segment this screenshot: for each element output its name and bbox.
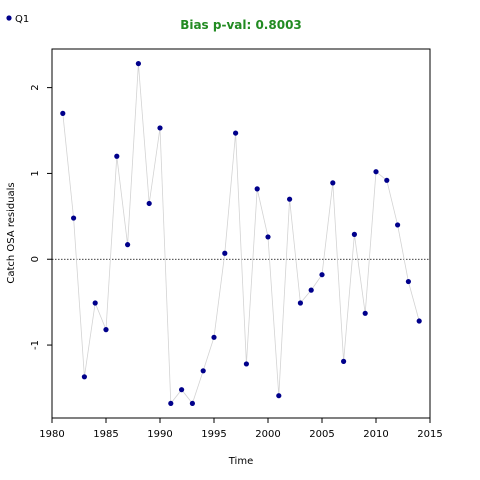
legend: Q1 (6, 14, 29, 25)
data-point (330, 180, 336, 186)
data-point (222, 250, 228, 256)
x-tick-label: 2005 (309, 429, 334, 440)
y-axis: -1 0 1 2 (30, 84, 52, 350)
data-point (233, 130, 239, 136)
data-point (168, 400, 174, 407)
data-point (179, 387, 185, 393)
data-point (308, 287, 314, 293)
series-q1 (52, 60, 430, 407)
data-point (319, 272, 325, 278)
y-tick-label: 2 (30, 84, 41, 90)
x-tick-label: 2000 (255, 429, 280, 440)
y-axis-title: Catch OSA residuals (6, 182, 17, 283)
legend-marker (6, 15, 12, 21)
data-point (71, 215, 77, 221)
data-point (373, 169, 379, 175)
data-point (243, 361, 249, 367)
data-point (92, 300, 98, 306)
data-point (125, 242, 131, 248)
y-tick-label: -1 (30, 340, 41, 350)
data-point (157, 125, 163, 131)
data-point (254, 186, 260, 192)
y-tick-label: 1 (30, 170, 41, 176)
x-tick-label: 1995 (201, 429, 226, 440)
data-point (265, 234, 271, 240)
data-point (146, 200, 152, 207)
legend-label: Q1 (15, 14, 29, 25)
data-point (395, 222, 401, 228)
data-point (189, 400, 195, 407)
data-point (351, 231, 357, 237)
y-tick-label: 0 (30, 256, 41, 262)
data-point (297, 300, 303, 306)
data-point (287, 196, 293, 202)
plot-area: 1980 1985 1990 1995 2000 2005 2010 2015 -1 0 1 2 (30, 48, 443, 440)
data-point (384, 177, 390, 183)
x-tick-label: 2015 (417, 429, 442, 440)
data-point (200, 368, 206, 374)
data-point (135, 60, 141, 67)
data-point (103, 327, 109, 333)
chart-title: Bias p-val: 0.8003 (180, 18, 302, 32)
data-point (81, 374, 87, 380)
x-tick-label: 2010 (363, 429, 388, 440)
data-point (362, 310, 368, 316)
data-point (341, 358, 347, 364)
plot-frame (51, 48, 431, 419)
data-point (114, 153, 120, 159)
data-point (405, 278, 411, 285)
data-point (416, 318, 422, 324)
x-tick-label: 1985 (93, 429, 118, 440)
data-point (60, 110, 66, 116)
x-tick-label: 1980 (39, 429, 64, 440)
x-axis: 1980 1985 1990 1995 2000 2005 2010 2015 (39, 418, 443, 440)
x-axis-title: Time (228, 456, 253, 467)
data-point (211, 334, 217, 340)
data-point (276, 393, 282, 399)
series-line (62, 63, 420, 405)
x-tick-label: 1990 (147, 429, 172, 440)
